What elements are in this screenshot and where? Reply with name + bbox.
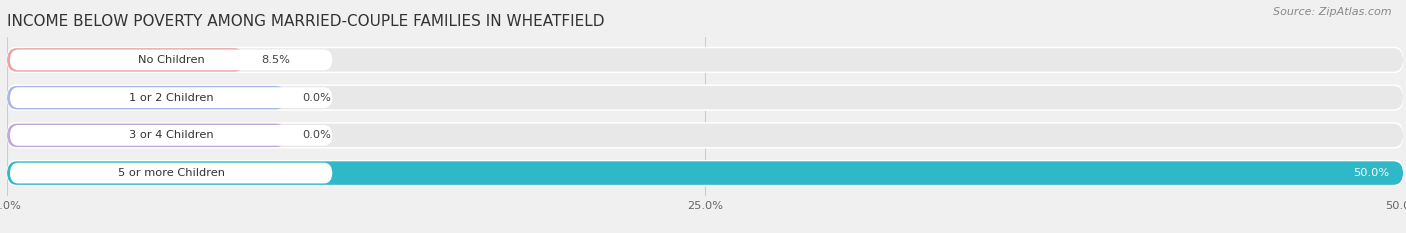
FancyBboxPatch shape <box>10 50 332 70</box>
FancyBboxPatch shape <box>7 48 1403 72</box>
Text: Source: ZipAtlas.com: Source: ZipAtlas.com <box>1274 7 1392 17</box>
Text: INCOME BELOW POVERTY AMONG MARRIED-COUPLE FAMILIES IN WHEATFIELD: INCOME BELOW POVERTY AMONG MARRIED-COUPL… <box>7 14 605 29</box>
Text: 50.0%: 50.0% <box>1353 168 1389 178</box>
FancyBboxPatch shape <box>7 124 1403 147</box>
Text: No Children: No Children <box>138 55 204 65</box>
FancyBboxPatch shape <box>7 122 1403 149</box>
Text: 1 or 2 Children: 1 or 2 Children <box>129 93 214 103</box>
FancyBboxPatch shape <box>10 163 332 183</box>
FancyBboxPatch shape <box>10 125 332 146</box>
FancyBboxPatch shape <box>7 160 1403 186</box>
Text: 8.5%: 8.5% <box>262 55 290 65</box>
FancyBboxPatch shape <box>7 84 1403 111</box>
FancyBboxPatch shape <box>7 161 1403 185</box>
FancyBboxPatch shape <box>7 48 245 72</box>
FancyBboxPatch shape <box>7 161 1403 185</box>
FancyBboxPatch shape <box>7 47 1403 73</box>
Text: 5 or more Children: 5 or more Children <box>118 168 225 178</box>
Text: 0.0%: 0.0% <box>302 130 332 140</box>
FancyBboxPatch shape <box>10 87 332 108</box>
Text: 3 or 4 Children: 3 or 4 Children <box>129 130 214 140</box>
FancyBboxPatch shape <box>7 124 285 147</box>
FancyBboxPatch shape <box>7 86 1403 109</box>
FancyBboxPatch shape <box>7 86 285 109</box>
Text: 0.0%: 0.0% <box>302 93 332 103</box>
